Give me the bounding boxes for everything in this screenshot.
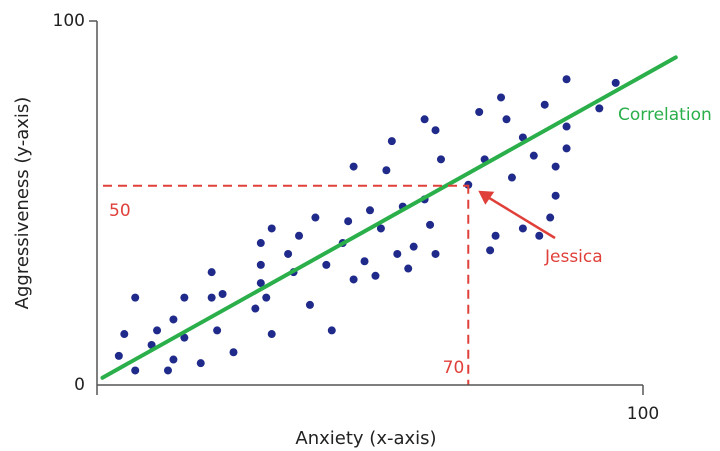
data-point-19 — [256, 260, 265, 269]
data-point-11 — [196, 359, 205, 368]
data-point-68 — [562, 122, 571, 131]
y-tick-label-0: 0 — [74, 375, 85, 395]
data-point-35 — [360, 257, 369, 266]
data-point-36 — [366, 206, 374, 215]
data-point-43 — [404, 264, 413, 273]
data-point-20 — [256, 239, 265, 248]
data-point-58 — [507, 173, 516, 182]
data-point-5 — [153, 326, 162, 335]
highlight-name-label: Jessica — [544, 247, 603, 267]
highlight-arrow — [486, 195, 556, 240]
data-point-64 — [546, 213, 555, 222]
data-point-6 — [163, 366, 172, 375]
data-point-26 — [295, 231, 304, 240]
data-point-48 — [431, 249, 440, 258]
data-point-69 — [562, 75, 571, 84]
data-point-16 — [229, 348, 238, 357]
data-point-13 — [207, 268, 216, 277]
correlation-label: Correlation — [618, 105, 712, 125]
data-point-67 — [562, 144, 571, 153]
data-point-65 — [551, 191, 560, 200]
data-point-32 — [344, 217, 353, 226]
highlight-arrow-head — [478, 190, 495, 205]
y-axis-label: Aggressiveness (y-axis) — [12, 97, 33, 310]
data-point-66 — [551, 162, 560, 171]
data-point-62 — [535, 231, 544, 240]
data-points — [114, 75, 620, 375]
data-point-1 — [120, 330, 129, 339]
data-point-0 — [114, 351, 123, 360]
x-tick-label-100: 100 — [627, 404, 659, 424]
data-point-23 — [267, 224, 276, 233]
data-point-3 — [131, 293, 140, 302]
data-point-57 — [502, 115, 511, 124]
data-point-8 — [169, 315, 178, 324]
data-point-54 — [486, 246, 495, 255]
data-point-70 — [595, 104, 604, 113]
data-point-21 — [262, 293, 271, 302]
data-point-37 — [371, 271, 380, 280]
data-point-50 — [436, 155, 445, 164]
data-point-2 — [131, 366, 140, 375]
data-point-55 — [491, 231, 500, 240]
data-point-27 — [305, 300, 314, 309]
data-point-9 — [180, 333, 189, 342]
data-point-71 — [611, 78, 620, 87]
highlight-y-value-label: 50 — [109, 201, 131, 221]
data-point-63 — [540, 100, 549, 109]
data-point-46 — [420, 115, 429, 124]
data-point-33 — [349, 275, 358, 284]
data-point-56 — [497, 93, 506, 102]
data-point-10 — [180, 293, 189, 302]
data-point-28 — [311, 213, 320, 222]
data-point-14 — [213, 326, 222, 335]
highlight-x-value-label: 70 — [443, 358, 465, 378]
data-point-29 — [322, 260, 331, 269]
data-point-15 — [218, 290, 227, 298]
data-point-34 — [349, 162, 358, 171]
data-point-40 — [387, 137, 396, 146]
data-point-59 — [518, 224, 527, 233]
data-point-44 — [409, 242, 418, 251]
data-point-12 — [207, 293, 216, 302]
y-tick-label-100: 100 — [53, 11, 85, 31]
data-point-49 — [431, 126, 440, 135]
correlation-line — [100, 55, 678, 380]
data-point-30 — [327, 326, 336, 335]
data-point-18 — [256, 279, 265, 288]
data-point-38 — [376, 224, 385, 233]
data-point-41 — [393, 249, 402, 258]
data-point-52 — [475, 108, 484, 116]
data-point-24 — [284, 249, 293, 258]
data-point-22 — [267, 330, 276, 339]
x-axis-label: Anxiety (x-axis) — [295, 428, 436, 449]
data-point-39 — [382, 166, 391, 175]
data-point-47 — [426, 220, 435, 229]
data-point-17 — [251, 304, 260, 313]
data-point-7 — [169, 355, 178, 364]
data-point-61 — [529, 151, 538, 160]
